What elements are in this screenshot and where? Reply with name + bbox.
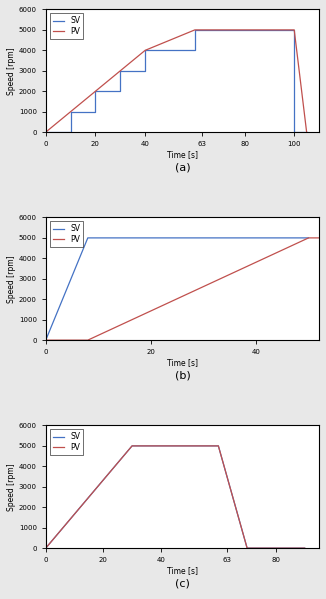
SV [243,26,246,34]
PV [292,26,296,34]
PV [317,234,321,241]
Legend: SV, PV: SV, PV [50,221,83,247]
Text: (c): (c) [175,579,190,589]
PV [243,26,246,34]
PV [44,337,48,344]
SV [69,129,73,136]
SV [292,26,296,34]
SV [143,67,147,74]
SV [243,26,246,34]
X-axis label: Time [s]: Time [s] [167,358,198,367]
SV [245,544,249,552]
SV [86,234,90,241]
Text: (a): (a) [175,163,190,173]
PV [69,108,73,115]
Y-axis label: Speed [rpm]: Speed [rpm] [7,463,16,510]
SV [69,108,73,115]
Y-axis label: Speed [rpm]: Speed [rpm] [7,47,16,95]
SV [303,544,307,552]
PV [245,544,249,552]
Line: PV: PV [46,30,307,132]
Line: PV: PV [46,238,319,340]
SV [130,442,134,449]
PV [305,129,309,136]
SV [94,108,97,115]
PV [86,337,90,344]
PV [94,87,97,95]
SV [143,47,147,54]
SV [94,87,97,95]
PV [216,442,220,449]
SV [292,129,296,136]
SV [44,129,48,136]
PV [130,442,134,449]
PV [44,544,48,552]
PV [44,129,48,136]
SV [193,47,197,54]
SV [306,234,310,241]
Line: PV: PV [46,446,305,548]
Legend: SV, PV: SV, PV [50,13,83,39]
Line: SV: SV [46,446,305,548]
PV [303,544,307,552]
X-axis label: Time [s]: Time [s] [167,150,198,159]
PV [118,67,122,74]
Legend: SV, PV: SV, PV [50,429,83,455]
SV [193,26,197,34]
PV [193,26,197,34]
X-axis label: Time [s]: Time [s] [167,566,198,575]
SV [305,129,309,136]
Text: (b): (b) [174,371,190,381]
Y-axis label: Speed [rpm]: Speed [rpm] [7,255,16,302]
SV [118,87,122,95]
PV [306,234,310,241]
SV [44,337,48,344]
PV [143,47,147,54]
SV [118,67,122,74]
SV [44,544,48,552]
Line: SV: SV [46,238,308,340]
Line: SV: SV [46,30,307,132]
SV [216,442,220,449]
SV [86,234,90,241]
